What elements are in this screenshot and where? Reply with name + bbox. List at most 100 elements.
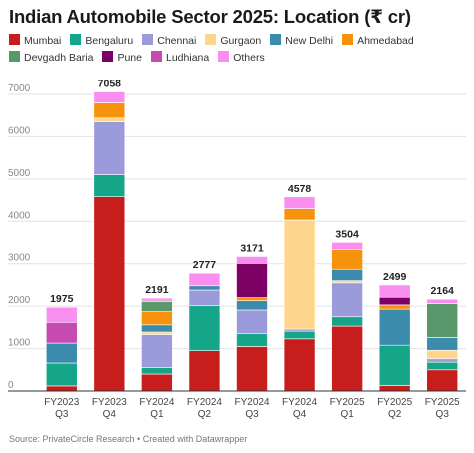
- legend-item-gurgaon: Gurgaon: [205, 33, 261, 50]
- bar-total-label: 7058: [98, 80, 122, 90]
- bar-segment-others: [331, 242, 363, 250]
- bar-total-label: 2191: [145, 284, 169, 296]
- legend-item-bengaluru: Bengaluru: [70, 33, 133, 50]
- bar-segment-gurgaon: [141, 331, 173, 335]
- bar-segment-ahmedabad: [283, 208, 316, 221]
- bar-segment-mumbai: [93, 196, 126, 392]
- legend-item-pune: Pune: [102, 50, 142, 67]
- bar-segment-gurgaon: [283, 219, 316, 330]
- bar-segment-mumbai: [426, 369, 459, 392]
- bar-segment-chennai: [331, 282, 363, 318]
- bar-segment-mumbai: [188, 350, 221, 392]
- legend-swatch: [342, 34, 354, 45]
- bar-segment-ahmedabad: [236, 297, 268, 301]
- x-tick-label: FY2023: [44, 397, 79, 408]
- bar-segment-new-delhi: [331, 268, 363, 281]
- x-tick-label: FY2024: [234, 397, 269, 408]
- bar-segment-new-delhi: [378, 308, 411, 346]
- bar-segment-bengaluru: [378, 344, 411, 386]
- legend-label: Mumbai: [24, 35, 62, 47]
- bar-total-label: 2164: [431, 285, 455, 297]
- bar-segment-ahmedabad: [331, 248, 363, 270]
- legend-swatch: [151, 51, 162, 62]
- bar-segment-others: [283, 196, 316, 209]
- legend-swatch: [9, 34, 20, 45]
- legend-swatch: [102, 51, 114, 62]
- legend-swatch: [270, 34, 282, 45]
- x-tick-label: Q3: [245, 409, 259, 420]
- legend-label: Chennai: [157, 35, 197, 47]
- bar-segment-gurgaon: [331, 280, 363, 284]
- bar-segment-mumbai: [236, 346, 268, 392]
- bar-segment-chennai: [141, 334, 173, 368]
- bar-segment-new-delhi: [141, 324, 173, 333]
- bar-segment-chennai: [426, 358, 459, 363]
- x-tick-label: FY2024: [282, 397, 317, 408]
- x-tick-label: Q3: [55, 409, 69, 420]
- bar-segment-chennai: [236, 309, 268, 335]
- x-tick-label: Q4: [103, 409, 117, 420]
- bar-segment-bengaluru: [283, 330, 316, 340]
- bar-segment-pune: [378, 296, 411, 306]
- bar-segment-gurgaon: [426, 349, 459, 360]
- bar-segment-mumbai: [378, 385, 411, 392]
- y-tick-label: 4000: [8, 210, 31, 221]
- legend-swatch: [142, 34, 154, 45]
- y-tick-label: 2000: [8, 295, 31, 306]
- y-tick-label: 3000: [8, 253, 31, 264]
- bar-segment-mumbai: [45, 385, 78, 392]
- chart-legend: Mumbai Bengaluru Chennai Gurgaon New Delhi Ah…: [9, 33, 469, 67]
- bar-segment-new-delhi: [188, 285, 221, 291]
- bar-segment-new-delhi: [236, 300, 268, 311]
- bar-segment-bengaluru: [45, 362, 78, 387]
- bar-segment-chennai: [188, 289, 221, 307]
- bar-segment-mumbai: [283, 338, 316, 392]
- legend-label: New Delhi: [285, 35, 334, 47]
- bar-segment-pune: [236, 262, 268, 298]
- bar-segment-bengaluru: [236, 333, 268, 347]
- bar-segment-bengaluru: [141, 367, 173, 375]
- x-tick-label: FY2025: [377, 397, 412, 408]
- legend-label: Bengaluru: [85, 35, 134, 47]
- x-tick-label: FY2023: [92, 397, 127, 408]
- bar-segment-devgadh-baria: [426, 303, 459, 338]
- bar-total-label: 2777: [193, 259, 217, 271]
- legend-item-ahmedabad: Ahmedabad: [342, 33, 414, 50]
- bar-segment-chennai: [93, 121, 126, 175]
- chart-source: Source: PrivateCircle Research • Created…: [9, 434, 248, 444]
- legend-item-new-delhi: New Delhi: [270, 33, 333, 50]
- legend-label: Others: [233, 52, 265, 64]
- bar-segment-mumbai: [141, 373, 173, 392]
- bar-total-label: 2499: [383, 271, 407, 283]
- x-tick-label: FY2024: [139, 397, 174, 408]
- bar-total-label: 3504: [335, 228, 359, 240]
- bar-segment-others: [141, 297, 173, 301]
- x-tick-label: Q2: [388, 409, 402, 420]
- bar-total-label: 1975: [50, 293, 74, 305]
- x-tick-label: Q2: [198, 409, 212, 420]
- chart-title: Indian Automobile Sector 2025: Location …: [9, 6, 411, 27]
- y-tick-label: 6000: [8, 125, 31, 136]
- bar-segment-others: [93, 91, 126, 103]
- bar-segment-bengaluru: [93, 174, 126, 197]
- x-tick-label: Q1: [150, 409, 164, 420]
- x-tick-label: FY2025: [425, 397, 460, 408]
- bar-total-label: 4578: [288, 183, 312, 195]
- legend-item-others: Others: [218, 50, 265, 67]
- legend-label: Ludhiana: [166, 52, 210, 64]
- bar-segment-devgadh-baria: [141, 301, 173, 312]
- bar-segment-new-delhi: [45, 342, 78, 364]
- legend-label: Ahmedabad: [357, 35, 414, 47]
- bar-segment-ahmedabad: [378, 304, 411, 310]
- bar-segment-bengaluru: [188, 305, 221, 351]
- legend-item-chennai: Chennai: [142, 33, 196, 50]
- bar-segment-bengaluru: [331, 316, 363, 327]
- bar-segment-ludhiana: [45, 321, 78, 344]
- stacked-bar-chart: 010002000300040005000600070001975FY2023Q…: [8, 80, 466, 420]
- bar-segment-others: [378, 284, 411, 298]
- bar-total-label: 3171: [240, 242, 264, 254]
- legend-swatch: [205, 34, 217, 45]
- legend-swatch: [218, 51, 230, 62]
- bar-segment-gurgaon: [93, 117, 126, 122]
- legend-item-ludhiana: Ludhiana: [151, 50, 209, 67]
